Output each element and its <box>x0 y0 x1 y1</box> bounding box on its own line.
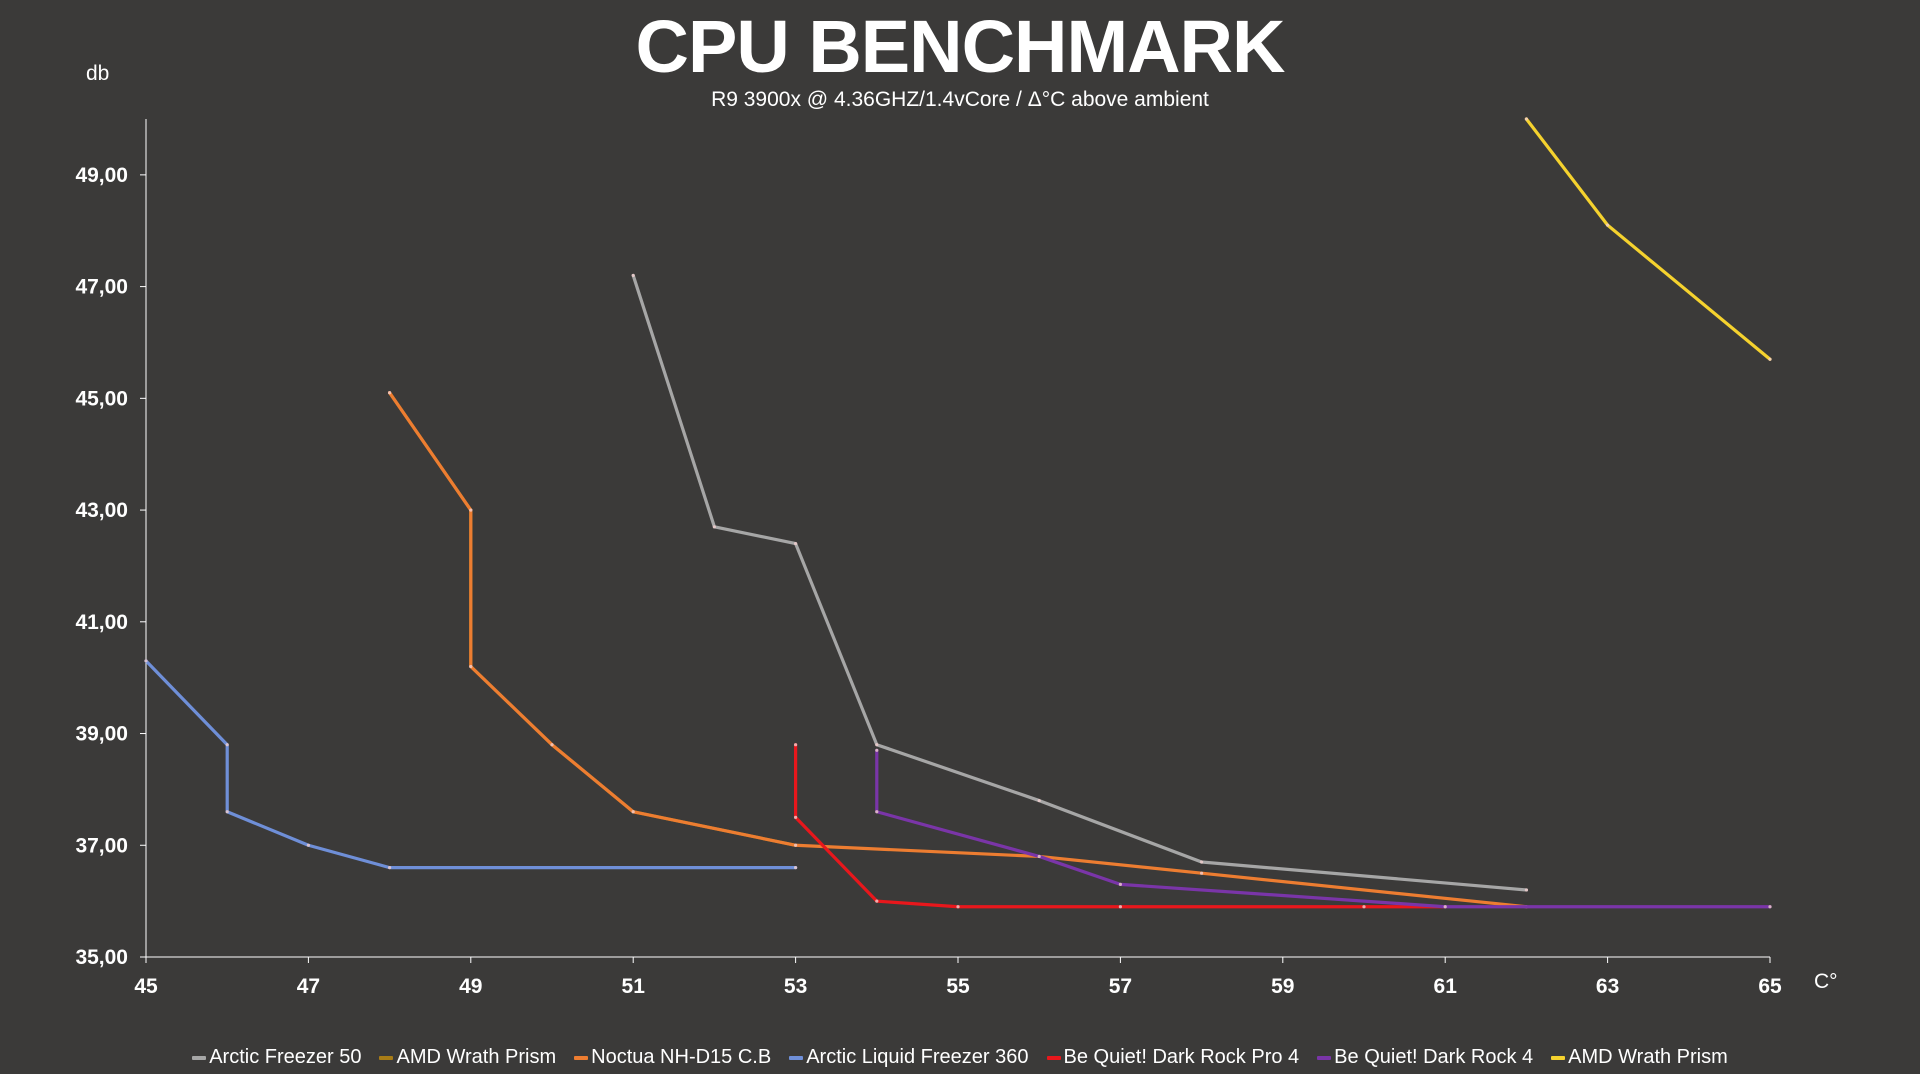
legend-item: Arctic Liquid Freezer 360 <box>789 1046 1029 1069</box>
legend-label: Noctua NH-D15 C.B <box>591 1046 772 1068</box>
x-tick-label: 59 <box>1271 975 1294 998</box>
y-tick-label: 37,00 <box>75 834 128 857</box>
data-point <box>1524 888 1528 892</box>
data-point <box>1362 905 1366 909</box>
series-4 <box>144 659 798 870</box>
legend-item: Be Quiet! Dark Rock Pro 4 <box>1046 1046 1300 1069</box>
data-point <box>1524 117 1528 121</box>
x-tick-label: 47 <box>297 975 320 998</box>
data-point <box>388 391 392 395</box>
legend-swatch <box>379 1055 394 1060</box>
data-point <box>875 810 879 814</box>
data-point <box>1443 905 1447 909</box>
data-point <box>225 743 229 747</box>
x-tick-label: 55 <box>946 975 970 998</box>
data-point <box>875 899 879 903</box>
data-point <box>631 810 635 814</box>
data-point <box>1606 223 1610 227</box>
y-tick-label: 41,00 <box>75 611 128 634</box>
data-point <box>794 541 798 546</box>
data-point <box>550 743 554 747</box>
data-point <box>794 843 798 847</box>
data-point <box>794 743 798 747</box>
data-point <box>306 843 310 847</box>
series-7 <box>1524 117 1772 361</box>
legend-swatch <box>574 1055 589 1060</box>
data-point <box>144 659 148 663</box>
x-tick-label: 57 <box>1109 975 1132 998</box>
data-point <box>469 664 473 669</box>
series-line <box>144 659 798 870</box>
data-point <box>1200 860 1204 864</box>
y-tick-label: 49,00 <box>75 164 128 187</box>
data-point <box>1118 905 1122 909</box>
x-tick-label: 53 <box>784 975 807 998</box>
chart-subtitle: R9 3900x @ 4.36GHZ/1.4vCore / Δ°C above … <box>711 88 1209 111</box>
data-point <box>1200 871 1204 875</box>
data-point <box>631 273 635 278</box>
series-line <box>388 391 1529 909</box>
legend-item: Be Quiet! Dark Rock 4 <box>1317 1046 1533 1069</box>
legend-label: Arctic Freezer 50 <box>209 1046 362 1068</box>
legend-item: Noctua NH-D15 C.B <box>574 1046 771 1069</box>
x-tick-label: 61 <box>1434 975 1458 998</box>
data-point <box>712 525 717 529</box>
data-point <box>794 866 798 870</box>
data-point <box>1768 905 1772 909</box>
series-3 <box>388 391 1529 909</box>
x-tick-label: 63 <box>1596 975 1619 998</box>
legend-swatch <box>1317 1055 1332 1060</box>
x-tick-label: 51 <box>622 975 646 998</box>
legend-swatch <box>1046 1055 1061 1060</box>
data-point <box>1037 798 1041 803</box>
chart-legend: Arctic Freezer 50 AMD Wrath Prism Noctua N… <box>0 1046 1920 1069</box>
x-axis-label: C° <box>1814 970 1838 993</box>
y-tick-label: 45,00 <box>75 387 128 410</box>
legend-label: Be Quiet! Dark Rock 4 <box>1334 1046 1534 1068</box>
data-point <box>225 810 229 814</box>
series-line <box>875 748 1772 909</box>
data-point <box>875 748 879 752</box>
y-tick-label: 35,00 <box>75 946 128 969</box>
legend-label: Be Quiet! Dark Rock Pro 4 <box>1063 1046 1300 1068</box>
series-line <box>631 273 1529 892</box>
legend-swatch <box>1551 1055 1566 1060</box>
legend-item: AMD Wrath Prism <box>379 1046 556 1069</box>
legend-label: AMD Wrath Prism <box>396 1046 557 1068</box>
y-tick-label: 43,00 <box>75 499 128 522</box>
data-point <box>469 508 473 512</box>
data-point <box>1037 854 1041 859</box>
data-point <box>388 866 392 870</box>
legend-label: Arctic Liquid Freezer 360 <box>806 1046 1029 1068</box>
series-line <box>793 743 1447 909</box>
x-tick-label: 65 <box>1758 975 1782 998</box>
y-tick-label: 47,00 <box>75 276 128 299</box>
legend-item: Arctic Freezer 50 <box>192 1046 361 1069</box>
series-line <box>1524 117 1772 361</box>
y-tick-label: 39,00 <box>75 723 128 746</box>
data-point <box>1118 882 1122 886</box>
legend-item: AMD Wrath Prism <box>1551 1046 1728 1069</box>
data-point <box>956 905 960 909</box>
x-tick-label: 49 <box>459 975 482 998</box>
series-5 <box>793 743 1447 909</box>
legend-swatch <box>789 1055 804 1060</box>
legend-label: AMD Wrath Prism <box>1568 1046 1728 1068</box>
series-1 <box>631 273 1529 892</box>
legend-swatch <box>192 1055 207 1060</box>
data-point <box>794 815 798 819</box>
data-point <box>1768 357 1772 361</box>
series-6 <box>875 748 1772 909</box>
x-tick-label: 45 <box>134 975 158 998</box>
data-point <box>875 743 879 747</box>
y-axis-label: db <box>86 62 110 85</box>
chart-title: CPU BENCHMARK <box>635 5 1286 88</box>
